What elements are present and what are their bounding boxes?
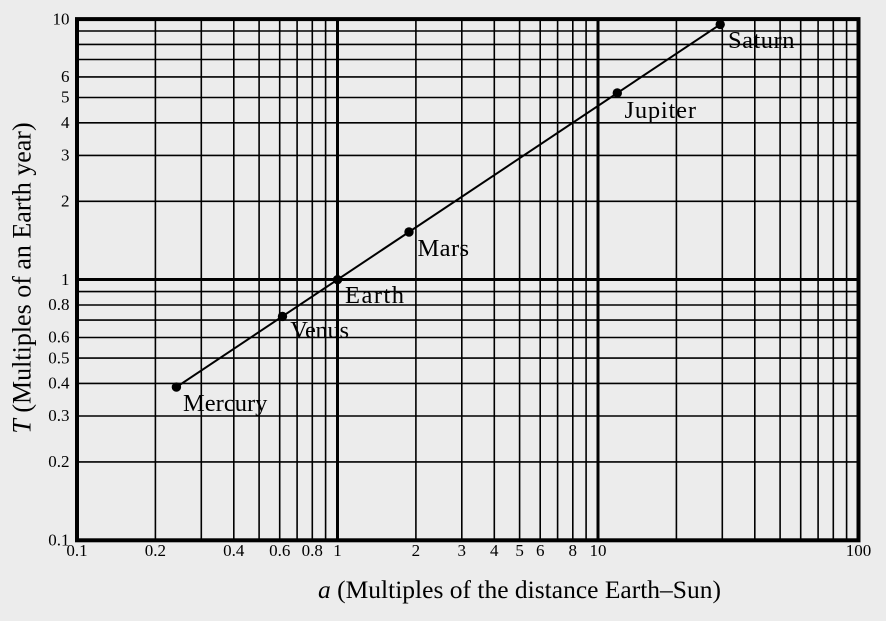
svg-text:4: 4 bbox=[61, 113, 70, 132]
svg-text:10: 10 bbox=[590, 541, 607, 560]
svg-text:4: 4 bbox=[490, 541, 499, 560]
svg-text:0.1: 0.1 bbox=[48, 531, 69, 550]
svg-text:0.6: 0.6 bbox=[48, 328, 69, 347]
svg-text:6: 6 bbox=[536, 541, 545, 560]
svg-text:0.4: 0.4 bbox=[223, 541, 245, 560]
svg-text:T (Multiples of an Earth year): T (Multiples of an Earth year) bbox=[8, 122, 37, 433]
svg-text:2: 2 bbox=[412, 541, 421, 560]
svg-text:a (Multiples of the distance E: a (Multiples of the distance Earth–Sun) bbox=[318, 575, 721, 604]
svg-text:1: 1 bbox=[61, 270, 70, 289]
svg-text:Earth: Earth bbox=[345, 282, 406, 309]
svg-text:0.4: 0.4 bbox=[48, 374, 70, 393]
svg-text:0.3: 0.3 bbox=[48, 406, 69, 425]
svg-text:3: 3 bbox=[61, 146, 70, 165]
svg-text:100: 100 bbox=[846, 541, 872, 560]
svg-text:5: 5 bbox=[515, 541, 524, 560]
svg-text:0.6: 0.6 bbox=[269, 541, 290, 560]
svg-text:10: 10 bbox=[53, 9, 70, 28]
svg-text:3: 3 bbox=[458, 541, 467, 560]
svg-text:Saturn: Saturn bbox=[728, 27, 795, 54]
svg-text:6: 6 bbox=[61, 67, 70, 86]
svg-text:0.2: 0.2 bbox=[145, 541, 166, 560]
svg-text:2: 2 bbox=[61, 192, 70, 211]
svg-text:5: 5 bbox=[61, 88, 70, 107]
svg-text:1: 1 bbox=[333, 541, 342, 560]
svg-text:Mars: Mars bbox=[418, 235, 470, 262]
svg-text:Mercury: Mercury bbox=[183, 390, 268, 417]
svg-text:0.8: 0.8 bbox=[48, 295, 69, 314]
svg-text:0.1: 0.1 bbox=[66, 541, 87, 560]
svg-text:0.8: 0.8 bbox=[302, 541, 323, 560]
svg-text:8: 8 bbox=[569, 541, 578, 560]
svg-text:0.5: 0.5 bbox=[48, 348, 69, 367]
svg-text:Jupiter: Jupiter bbox=[625, 97, 697, 124]
svg-text:0.2: 0.2 bbox=[48, 452, 69, 471]
svg-text:Venus: Venus bbox=[290, 317, 348, 344]
